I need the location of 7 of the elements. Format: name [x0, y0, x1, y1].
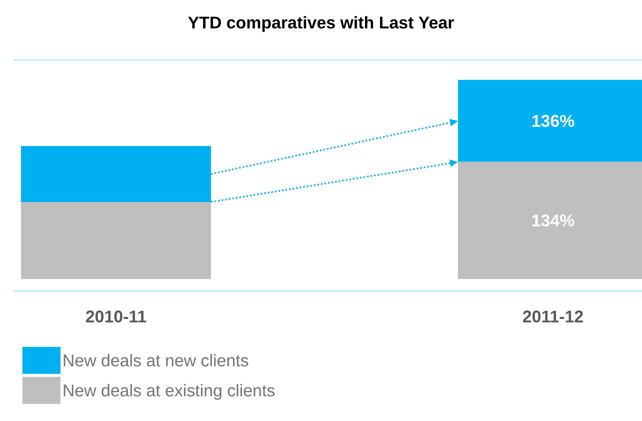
legend-label: New deals at existing clients [64, 384, 275, 400]
legend-label: New deals at new clients [64, 354, 248, 366]
annotation: 136% [532, 114, 574, 127]
chart-title: YTD comparatives with Last Year [188, 16, 454, 32]
x-tick-label: 2011-12 [522, 310, 583, 323]
x-tick-label: 2010-11 [86, 310, 146, 323]
annotation: 134% [532, 214, 574, 226]
